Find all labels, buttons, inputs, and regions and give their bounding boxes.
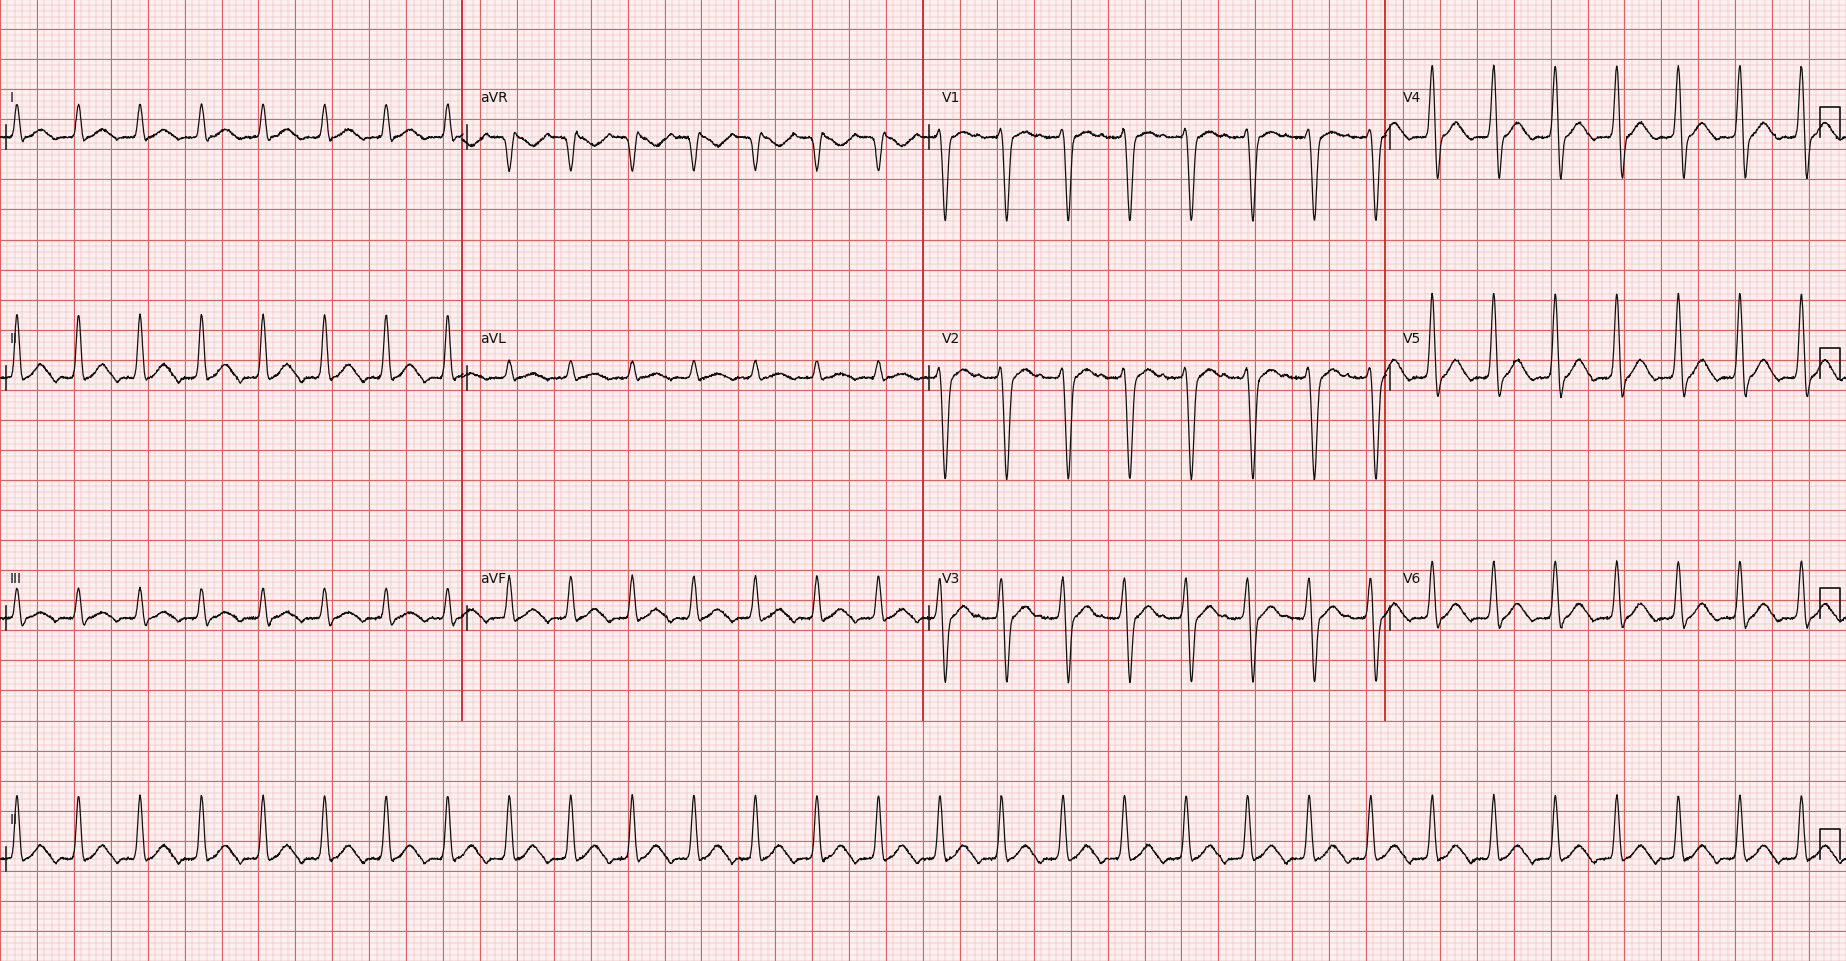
Text: V2: V2 (941, 332, 960, 345)
Text: II: II (9, 332, 17, 345)
Text: V4: V4 (1403, 91, 1421, 105)
Text: aVR: aVR (480, 91, 508, 105)
Text: II: II (9, 812, 17, 825)
Text: V6: V6 (1403, 572, 1421, 585)
Text: III: III (9, 572, 22, 585)
Text: aVF: aVF (480, 572, 506, 585)
Text: V3: V3 (941, 572, 960, 585)
Text: V5: V5 (1403, 332, 1421, 345)
Text: aVL: aVL (480, 332, 506, 345)
Text: V1: V1 (941, 91, 960, 105)
Text: I: I (9, 91, 13, 105)
